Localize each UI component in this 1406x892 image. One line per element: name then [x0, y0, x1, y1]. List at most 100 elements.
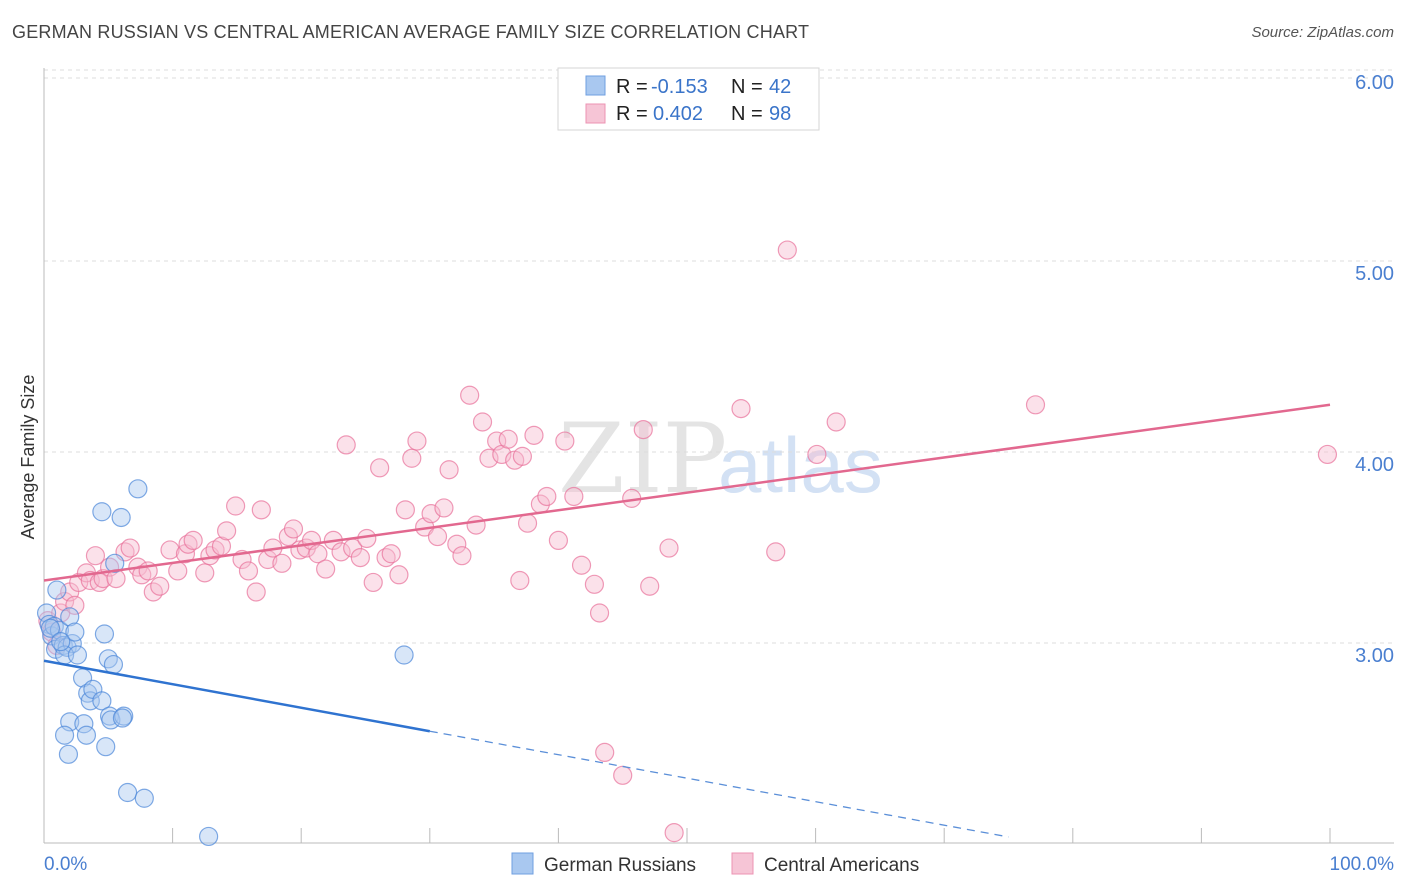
series-german-russians	[36, 479, 414, 847]
german-russians-point-35	[111, 507, 131, 528]
legend-swatch-blue	[585, 75, 606, 96]
central-americans-point-25	[178, 534, 198, 554]
german-russians-point-16	[80, 691, 100, 711]
y-tick-label-4: 4.00	[1355, 454, 1394, 476]
central-americans-point-23	[168, 561, 188, 581]
central-americans-point-85	[584, 574, 605, 594]
legend-n-label-1: N =	[731, 76, 763, 98]
central-americans-point-66	[447, 534, 467, 554]
central-americans-point-100	[1317, 444, 1338, 465]
central-americans-point-41	[283, 519, 304, 539]
central-americans-point-91	[640, 576, 660, 596]
central-americans-point-70	[472, 412, 493, 432]
trend-line-german-russians	[43, 659, 431, 733]
central-americans-point-10	[85, 546, 106, 566]
central-americans-point-88	[613, 765, 633, 785]
central-americans-point-46	[316, 559, 336, 579]
central-americans-point-54	[370, 458, 390, 478]
central-americans-point-71	[479, 448, 499, 468]
central-americans-point-16	[120, 538, 140, 558]
central-americans-point-81	[548, 530, 569, 551]
y-tick-label-5: 5.00	[1355, 263, 1394, 285]
central-americans-point-78	[524, 425, 544, 445]
central-americans-point-6	[65, 595, 85, 615]
german-russians-point-41	[51, 632, 71, 652]
central-americans-point-82	[555, 431, 575, 451]
central-americans-point-86	[589, 603, 610, 623]
german-russians-point-34	[92, 502, 112, 522]
german-russians-point-31	[112, 708, 133, 728]
central-americans-point-98	[826, 412, 846, 432]
central-americans-point-58	[395, 500, 415, 520]
german-russians-point-38	[199, 826, 219, 847]
y-axis-tick-labels: 3.00 4.00 5.00 6.00	[1355, 72, 1394, 667]
central-americans-point-26	[183, 530, 203, 551]
central-americans-point-99	[1025, 395, 1046, 415]
central-americans-point-49	[336, 435, 356, 455]
central-americans-point-76	[512, 446, 532, 466]
german-russians-point-23	[74, 714, 94, 734]
central-americans-point-101	[510, 570, 530, 591]
german-russians-point-25	[54, 725, 75, 745]
central-americans-point-67	[452, 546, 472, 566]
central-americans-point-83	[564, 486, 584, 507]
series-central-americans	[38, 240, 1338, 843]
central-americans-point-53	[363, 572, 383, 593]
series-legend: German Russians Central Americans	[511, 852, 919, 876]
x-axis-ticks	[43, 828, 1331, 843]
central-americans-point-57	[389, 565, 409, 585]
german-russians-point-4	[47, 580, 67, 600]
central-americans-point-22	[160, 540, 180, 560]
central-americans-point-95	[766, 542, 786, 562]
central-americans-point-93	[664, 823, 684, 843]
central-americans-point-55	[376, 547, 396, 568]
german-russians-point-18	[92, 691, 112, 711]
y-tick-label-6: 6.00	[1355, 72, 1394, 94]
german-russians-point-27	[96, 737, 116, 757]
central-americans-point-39	[272, 553, 292, 573]
central-americans-point-36	[251, 500, 271, 520]
central-americans-point-84	[571, 555, 592, 575]
legend-r-label-1: R =	[616, 76, 648, 98]
trend-line-german-russians-extension	[429, 730, 1009, 838]
central-americans-point-74	[498, 429, 518, 449]
central-americans-point-87	[595, 742, 615, 763]
x-tick-label-min: 0.0%	[44, 854, 87, 875]
german-russians-point-9	[60, 607, 80, 627]
legend-n-value-2: 98	[769, 103, 791, 125]
german-russians-point-32	[105, 553, 125, 573]
central-americans-point-92	[659, 538, 679, 558]
central-americans-point-77	[517, 513, 538, 533]
german-russians-point-11	[65, 622, 85, 642]
german-russians-point-21	[103, 654, 124, 675]
chart-title: GERMAN RUSSIAN VS CENTRAL AMERICAN AVERA…	[12, 22, 810, 42]
legend-r-value-2: 0.402	[653, 103, 703, 125]
central-americans-point-96	[777, 240, 797, 260]
central-americans-point-21	[150, 576, 170, 596]
central-americans-point-97	[807, 444, 827, 465]
legend-swatch-pink	[585, 103, 606, 124]
bottom-legend-swatch-pink	[731, 852, 754, 875]
bottom-legend-swatch-blue	[511, 852, 534, 875]
legend-n-label-2: N =	[731, 103, 763, 125]
trend-lines	[43, 403, 1331, 838]
german-russians-point-37	[134, 788, 154, 808]
legend-r-label-2: R =	[616, 103, 648, 125]
central-americans-point-63	[427, 526, 448, 547]
central-americans-point-32	[226, 496, 246, 516]
german-russians-point-19	[94, 624, 115, 644]
bottom-legend-label-central-americans: Central Americans	[764, 855, 919, 876]
legend-n-value-1: 42	[769, 76, 791, 98]
central-americans-point-4	[54, 591, 75, 612]
central-americans-point-34	[238, 561, 259, 581]
german-russians-point-24	[76, 725, 97, 745]
central-americans-point-94	[731, 399, 751, 419]
central-americans-point-60	[407, 431, 427, 451]
german-russians-point-33	[128, 479, 148, 499]
central-americans-point-45	[308, 544, 328, 564]
legend-r-value-1: -0.153	[651, 76, 708, 98]
central-americans-point-35	[246, 582, 266, 602]
watermark-atlas: atlas	[718, 421, 883, 509]
german-russians-point-13	[67, 645, 88, 665]
